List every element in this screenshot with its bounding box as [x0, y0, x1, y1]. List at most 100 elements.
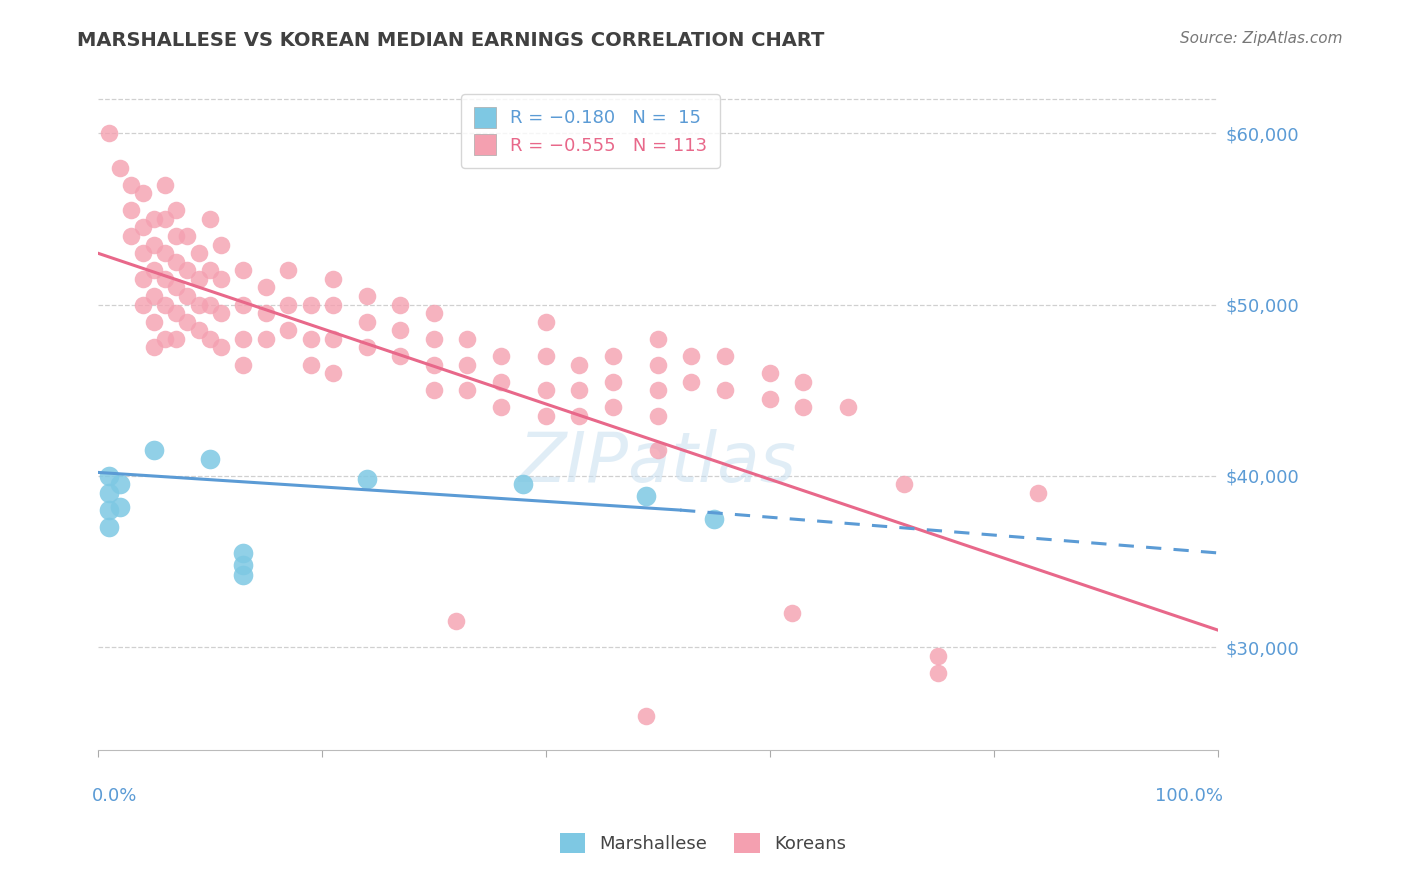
Point [444, 615, 467, 629]
Point [187, 246, 209, 260]
Point [98, 468, 121, 483]
Point [142, 340, 165, 354]
Point [837, 401, 859, 415]
Point [165, 306, 187, 320]
Point [198, 451, 221, 466]
Point [714, 383, 737, 397]
Point [176, 315, 198, 329]
Point [534, 409, 557, 423]
Point [389, 323, 412, 337]
Point [120, 203, 142, 218]
Point [456, 332, 478, 346]
Point [681, 375, 703, 389]
Legend: Marshallese, Koreans: Marshallese, Koreans [553, 825, 853, 861]
Point [792, 401, 814, 415]
Point [232, 558, 254, 572]
Point [758, 366, 780, 380]
Point [534, 383, 557, 397]
Point [322, 272, 344, 286]
Point [187, 297, 209, 311]
Text: Source: ZipAtlas.com: Source: ZipAtlas.com [1180, 31, 1343, 46]
Point [792, 375, 814, 389]
Point [636, 708, 658, 723]
Point [153, 211, 176, 226]
Point [142, 315, 165, 329]
Point [1028, 486, 1050, 500]
Point [534, 315, 557, 329]
Point [489, 375, 512, 389]
Point [153, 332, 176, 346]
Point [187, 272, 209, 286]
Point [703, 511, 725, 525]
Point [108, 500, 131, 514]
Point [422, 358, 444, 372]
Point [356, 289, 378, 303]
Point [322, 297, 344, 311]
Point [356, 472, 378, 486]
Point [153, 297, 176, 311]
Text: 100.0%: 100.0% [1156, 787, 1223, 805]
Point [568, 383, 591, 397]
Point [108, 161, 131, 175]
Point [568, 409, 591, 423]
Point [120, 229, 142, 244]
Point [456, 358, 478, 372]
Point [153, 272, 176, 286]
Point [512, 477, 534, 491]
Point [647, 383, 669, 397]
Point [209, 237, 232, 252]
Point [927, 648, 949, 663]
Point [232, 358, 254, 372]
Point [176, 263, 198, 277]
Point [98, 486, 121, 500]
Point [893, 477, 915, 491]
Point [98, 520, 121, 534]
Point [232, 297, 254, 311]
Point [927, 665, 949, 680]
Point [165, 254, 187, 268]
Point [232, 263, 254, 277]
Point [254, 332, 277, 346]
Point [131, 246, 153, 260]
Text: ZIPatlas: ZIPatlas [519, 429, 797, 496]
Point [153, 246, 176, 260]
Point [142, 443, 165, 458]
Point [489, 401, 512, 415]
Point [209, 340, 232, 354]
Point [422, 332, 444, 346]
Point [142, 263, 165, 277]
Point [647, 409, 669, 423]
Point [758, 392, 780, 406]
Point [681, 349, 703, 363]
Point [176, 289, 198, 303]
Point [165, 229, 187, 244]
Point [142, 211, 165, 226]
Point [232, 568, 254, 582]
Point [389, 349, 412, 363]
Point [198, 211, 221, 226]
Point [142, 237, 165, 252]
Point [209, 306, 232, 320]
Point [198, 297, 221, 311]
Point [456, 383, 478, 397]
Point [602, 375, 624, 389]
Point [534, 349, 557, 363]
Point [176, 229, 198, 244]
Point [277, 263, 299, 277]
Point [299, 332, 322, 346]
Text: MARSHALLESE VS KOREAN MEDIAN EARNINGS CORRELATION CHART: MARSHALLESE VS KOREAN MEDIAN EARNINGS CO… [77, 31, 825, 50]
Point [568, 358, 591, 372]
Point [356, 315, 378, 329]
Point [108, 477, 131, 491]
Point [165, 332, 187, 346]
Point [165, 203, 187, 218]
Point [187, 323, 209, 337]
Point [322, 332, 344, 346]
Text: 0.0%: 0.0% [93, 787, 138, 805]
Point [422, 306, 444, 320]
Point [98, 503, 121, 517]
Point [131, 186, 153, 201]
Point [254, 280, 277, 294]
Point [489, 349, 512, 363]
Point [356, 340, 378, 354]
